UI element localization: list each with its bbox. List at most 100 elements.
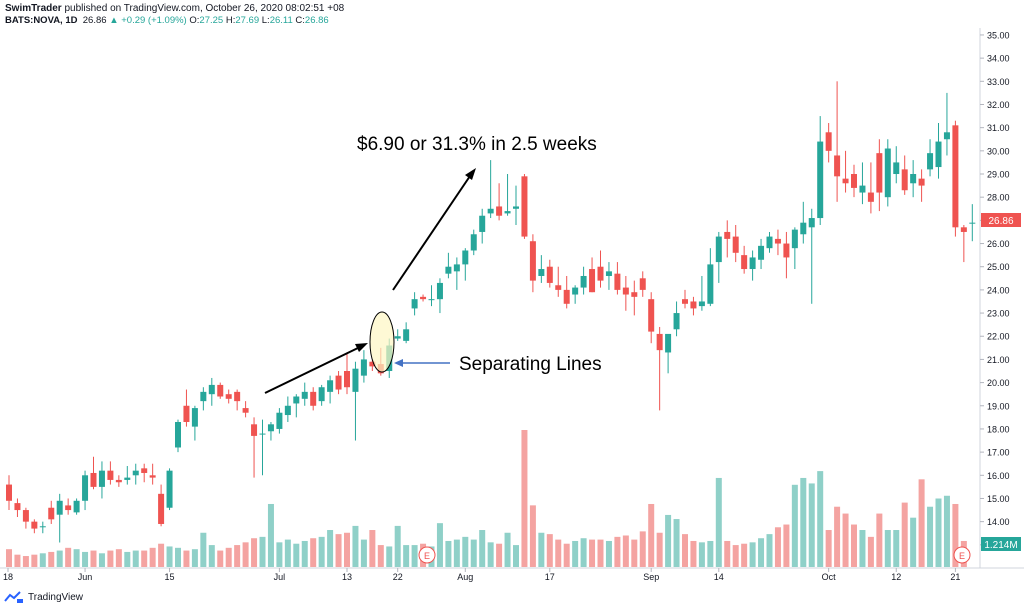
candle-body [673, 313, 680, 330]
volume-bar [927, 506, 934, 567]
volume-bar [166, 546, 173, 567]
candle-body [817, 141, 824, 219]
volume-bar [115, 549, 122, 567]
candle-body [6, 484, 12, 501]
tradingview-footer[interactable]: TradingView [4, 590, 83, 604]
price-tick-label: 21.00 [987, 355, 1010, 365]
candle-body [555, 285, 562, 290]
candle-body [893, 162, 900, 175]
volume-bar [259, 536, 266, 567]
volume-bar [943, 495, 950, 567]
price-chart[interactable]: 13.0014.0015.0016.0017.0018.0019.0020.00… [0, 0, 1024, 590]
volume-bar [648, 503, 655, 567]
earnings-marker-label: E [959, 551, 965, 561]
volume-bar [360, 539, 367, 567]
volume-bar [14, 554, 21, 567]
volume-bar [817, 471, 824, 567]
volume-bar [504, 532, 511, 567]
trend-arrow-2[interactable] [392, 175, 471, 291]
candle-body [952, 125, 959, 228]
volume-bar [682, 534, 688, 567]
candle-body [352, 368, 359, 392]
volume-bar [665, 514, 672, 567]
volume-bar [605, 540, 612, 567]
candle-body [22, 510, 29, 522]
volume-bar [149, 547, 156, 567]
brand-label: TradingView [28, 591, 84, 603]
price-tick-label: 22.00 [987, 332, 1010, 342]
candle-body [766, 236, 773, 249]
volume-bar [175, 547, 181, 567]
candle-body [175, 421, 181, 448]
annotation-pattern[interactable]: Separating Lines [459, 354, 602, 375]
volume-bars [6, 430, 967, 567]
volume-bar [39, 553, 46, 567]
candle-body [234, 391, 241, 402]
candle-body [420, 296, 427, 300]
volume-bar [521, 430, 528, 567]
volume-bar [715, 477, 722, 567]
volume-bar [893, 530, 900, 567]
volume-bar [479, 530, 486, 567]
price-tick-label: 32.00 [987, 100, 1010, 110]
volume-bar [935, 498, 942, 567]
volume-bar [56, 550, 63, 567]
candle-body [521, 176, 528, 237]
price-tick-label: 18.00 [987, 424, 1010, 434]
volume-bar [749, 542, 756, 567]
volume-bar [327, 530, 334, 567]
candle-body [876, 153, 883, 193]
candle-body [487, 208, 494, 214]
candle-body [682, 299, 688, 304]
candle-body [698, 301, 705, 307]
volume-bar [217, 550, 224, 567]
highlight-ellipse[interactable] [369, 311, 395, 373]
candle-body [394, 336, 401, 339]
candle-body [335, 375, 342, 390]
volume-bar [614, 536, 621, 567]
candle-body [124, 477, 131, 480]
volume-tag-label: 1.214M [984, 540, 1017, 551]
volume-bar [724, 540, 731, 567]
arrow-head-icon [355, 343, 368, 352]
candle-body [369, 361, 376, 367]
volume-bar [208, 545, 215, 567]
annotation-gain[interactable]: $6.90 or 31.3% in 2.5 weeks [357, 134, 597, 155]
publisher-user[interactable]: SwimTrader [5, 3, 62, 14]
volume-bar [808, 483, 815, 567]
volume-bar [234, 545, 241, 567]
earnings-marker-icon[interactable] [418, 546, 436, 564]
candle-body [479, 215, 486, 232]
price-tick-label: 24.00 [987, 285, 1010, 295]
candle-body [715, 236, 722, 263]
volume-bar [555, 539, 562, 567]
volume-bar [48, 551, 55, 567]
ohlc-low: L:26.11 [261, 15, 293, 26]
candle-body [910, 174, 917, 184]
ohlc-high: H:27.69 [225, 15, 260, 26]
candle-body [149, 475, 156, 478]
volume-bar [31, 554, 38, 567]
candle-body [901, 169, 908, 191]
volume-bar [200, 532, 207, 567]
candle-body [132, 470, 139, 476]
candle-body [834, 155, 841, 177]
volume-bar [876, 513, 883, 567]
candle-body [191, 408, 198, 427]
candle-body [572, 287, 579, 295]
candle-body [259, 433, 266, 435]
volume-bar [791, 484, 798, 567]
price-tick-label: 33.00 [987, 77, 1010, 87]
volume-bar [529, 505, 536, 567]
volume-bar [825, 530, 832, 567]
volume-bar [310, 538, 317, 567]
time-tick-label: 18 [3, 572, 13, 582]
volume-bar [132, 550, 139, 567]
candle-body [563, 289, 570, 304]
earnings-marker-icon[interactable] [953, 546, 971, 564]
volume-bar [251, 538, 258, 567]
symbol-name[interactable]: BATS:NOVA, 1D [5, 15, 78, 26]
trend-arrow-1[interactable] [264, 346, 361, 394]
candle-body [774, 238, 781, 244]
price-axis-ticks: 13.0014.0015.0016.0017.0018.0019.0020.00… [980, 30, 1010, 550]
